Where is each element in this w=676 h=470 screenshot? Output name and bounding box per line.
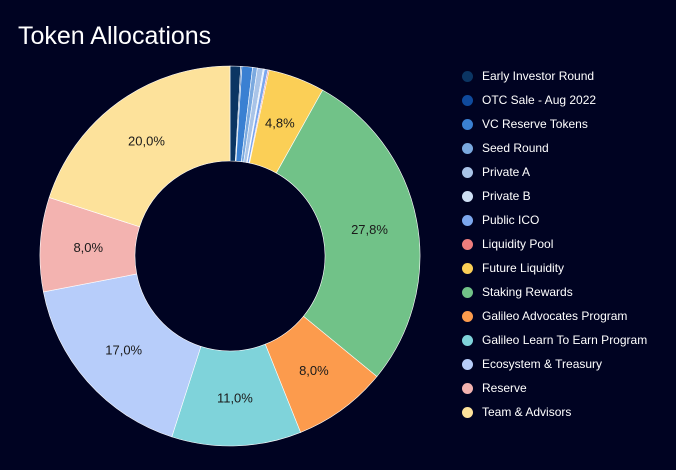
legend-label: Public ICO — [482, 213, 540, 227]
slice-ecosystem-treasury[interactable] — [43, 273, 202, 438]
legend-item-liquidity-pool[interactable]: Liquidity Pool — [462, 232, 647, 256]
legend-label: VC Reserve Tokens — [482, 117, 588, 131]
legend-swatch — [462, 310, 473, 322]
legend-label: OTC Sale - Aug 2022 — [482, 93, 597, 107]
legend-label: Liquidity Pool — [482, 237, 554, 251]
slice-label-galileo-learn-to-earn-program: 11,0% — [217, 390, 253, 405]
slice-label-galileo-advocates-program: 8,0% — [299, 363, 329, 378]
legend-item-ecosystem-treasury[interactable]: Ecosystem & Treasury — [462, 352, 647, 376]
legend-label: Reserve — [482, 381, 527, 395]
legend-swatch — [462, 118, 473, 130]
legend-item-private-a[interactable]: Private A — [462, 160, 647, 184]
slice-label-staking-rewards: 27,8% — [351, 222, 388, 237]
legend-swatch — [462, 334, 473, 346]
legend-swatch — [462, 358, 473, 370]
legend-item-staking-rewards[interactable]: Staking Rewards — [462, 280, 647, 304]
legend-swatch — [462, 238, 473, 250]
slice-label-team-advisors: 20,0% — [128, 134, 165, 149]
legend-label: Ecosystem & Treasury — [482, 357, 603, 371]
chart-legend: Early Investor Round OTC Sale - Aug 2022 V… — [462, 64, 647, 424]
legend-swatch — [462, 406, 473, 418]
legend-swatch — [462, 142, 473, 154]
legend-item-seed-round[interactable]: Seed Round — [462, 136, 647, 160]
legend-label: Team & Advisors — [482, 405, 572, 419]
legend-item-reserve[interactable]: Reserve — [462, 376, 647, 400]
donut-labels: 4,8% 27,8% 8,0% 11,0% 17,0% 8,0% 20,0% — [73, 116, 388, 406]
legend-item-early-investor-round[interactable]: Early Investor Round — [462, 64, 647, 88]
slice-staking-rewards[interactable] — [275, 89, 421, 377]
legend-swatch — [462, 70, 473, 82]
legend-swatch — [462, 382, 473, 394]
legend-label: Early Investor Round — [482, 69, 595, 83]
legend-item-vc-reserve-tokens[interactable]: VC Reserve Tokens — [462, 112, 647, 136]
legend-label: Staking Rewards — [482, 285, 573, 299]
legend-label: Future Liquidity — [482, 261, 565, 275]
legend-label: Galileo Advocates Program — [482, 309, 628, 323]
legend-label: Private A — [482, 165, 531, 179]
slice-label-ecosystem-treasury: 17,0% — [105, 343, 142, 358]
legend-item-team-advisors[interactable]: Team & Advisors — [462, 400, 647, 424]
slice-label-future-liquidity: 4,8% — [265, 116, 295, 131]
slice-label-reserve: 8,0% — [73, 240, 103, 255]
legend-item-galileo-learn-to-earn-program[interactable]: Galileo Learn To Earn Program — [462, 328, 647, 352]
legend-swatch — [462, 94, 473, 106]
legend-swatch — [462, 166, 473, 178]
legend-label: Galileo Learn To Earn Program — [482, 333, 648, 347]
legend-item-public-ico[interactable]: Public ICO — [462, 208, 647, 232]
legend-item-galileo-advocates-program[interactable]: Galileo Advocates Program — [462, 304, 647, 328]
legend-swatch — [462, 286, 473, 298]
chart-title: Token Allocations — [18, 22, 212, 50]
legend-swatch — [462, 262, 473, 274]
legend-item-future-liquidity[interactable]: Future Liquidity — [462, 256, 647, 280]
donut-slices — [39, 65, 421, 447]
slice-team-advisors[interactable] — [48, 65, 231, 228]
legend-label: Seed Round — [482, 141, 549, 155]
legend-label: Private B — [482, 189, 531, 203]
legend-item-private-b[interactable]: Private B — [462, 184, 647, 208]
legend-swatch — [462, 214, 473, 226]
legend-swatch — [462, 190, 473, 202]
legend-item-otc-sale-aug-2022[interactable]: OTC Sale - Aug 2022 — [462, 88, 647, 112]
